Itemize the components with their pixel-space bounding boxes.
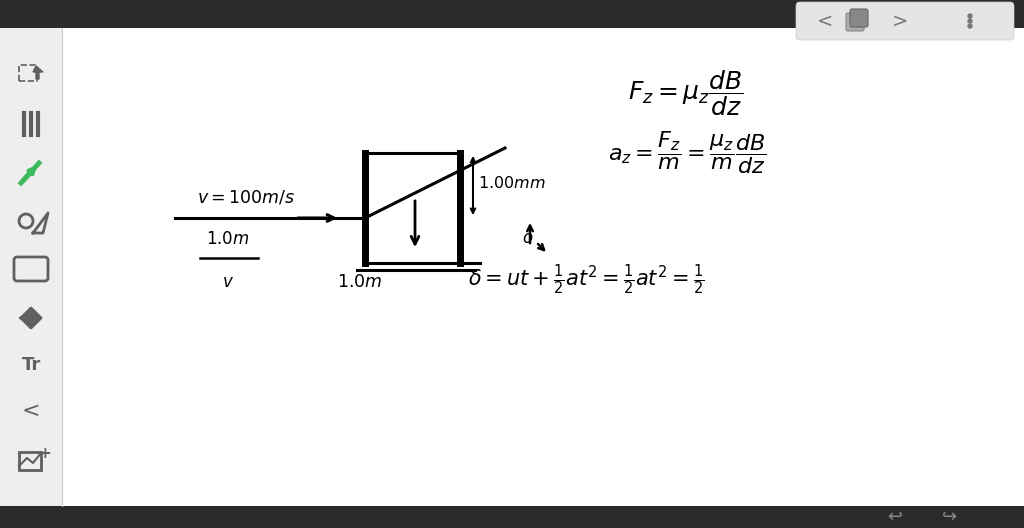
Text: +: + xyxy=(39,447,51,461)
FancyBboxPatch shape xyxy=(846,13,864,31)
Text: $o$: $o$ xyxy=(522,229,534,247)
Text: ↩: ↩ xyxy=(888,508,902,526)
Circle shape xyxy=(968,24,972,28)
Text: <: < xyxy=(22,401,40,421)
Circle shape xyxy=(968,19,972,23)
Bar xyxy=(0,506,1024,528)
Text: $v=100m/s$: $v=100m/s$ xyxy=(197,189,295,207)
Text: $\mathit{F_z} = \mu_z\dfrac{dB}{dz}$: $\mathit{F_z} = \mu_z\dfrac{dB}{dz}$ xyxy=(628,68,743,118)
Text: $\mathit{a_z} = \dfrac{F_z}{m} = \dfrac{\mu_z}{m}\dfrac{dB}{dz}$: $\mathit{a_z} = \dfrac{F_z}{m} = \dfrac{… xyxy=(608,130,767,176)
Bar xyxy=(0,0,1024,28)
Bar xyxy=(19,452,41,470)
Text: ↪: ↪ xyxy=(942,508,957,526)
Text: $1.0m$: $1.0m$ xyxy=(206,230,250,248)
Text: >: > xyxy=(892,12,908,31)
Text: <: < xyxy=(817,12,834,31)
FancyBboxPatch shape xyxy=(796,2,1014,40)
FancyBboxPatch shape xyxy=(850,9,868,27)
Bar xyxy=(19,65,37,81)
Text: $1.00mm$: $1.00mm$ xyxy=(478,175,546,191)
Polygon shape xyxy=(33,66,43,79)
Text: Tr: Tr xyxy=(22,356,41,374)
Circle shape xyxy=(968,14,972,18)
Text: $1.0m$: $1.0m$ xyxy=(337,273,383,291)
Text: $\delta = ut + \frac{1}{2}at^2 = \frac{1}{2}at^2 = \frac{1}{2}$: $\delta = ut + \frac{1}{2}at^2 = \frac{1… xyxy=(468,263,705,297)
Text: $v$: $v$ xyxy=(222,273,234,291)
Polygon shape xyxy=(22,308,41,328)
Bar xyxy=(0,28,62,506)
